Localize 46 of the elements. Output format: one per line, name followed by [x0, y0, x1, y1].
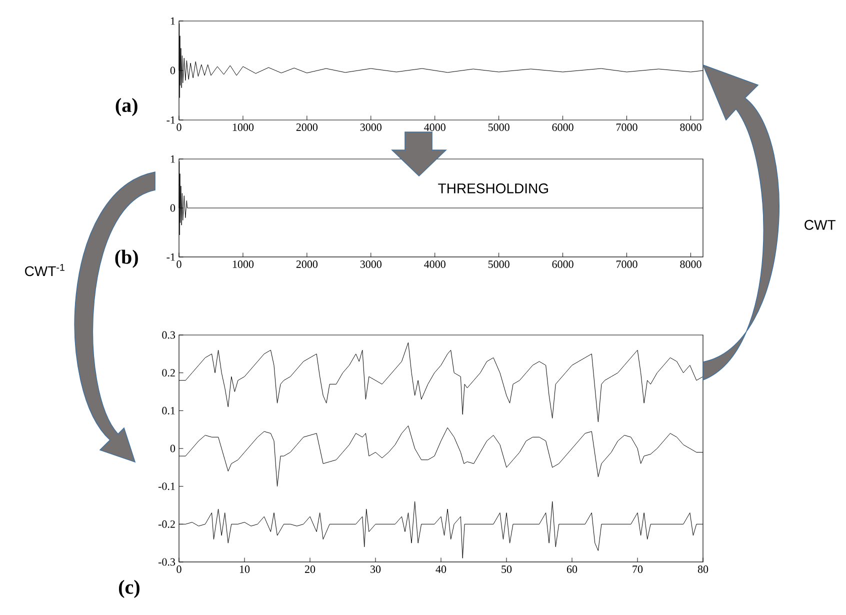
y-tick-label: -0.2: [158, 520, 175, 528]
x-tick-label: 20: [304, 566, 316, 573]
y-tick-label: 0.2: [162, 369, 175, 377]
x-tick-label: 2000: [296, 124, 318, 131]
x-tick-label: 50: [502, 566, 512, 573]
x-tick-label: 6000: [552, 124, 574, 131]
x-tick-label: 8000: [680, 124, 702, 131]
x-tick-label: 8000: [680, 260, 702, 268]
text: CWT: [804, 220, 836, 230]
x-tick-label: 5000: [488, 260, 510, 268]
x-tick-label: 10: [240, 566, 250, 573]
y-tick-label: -0.1: [158, 482, 175, 490]
x-tick-label: 1000: [232, 260, 254, 268]
y-tick-label: 0.3: [162, 331, 176, 339]
x-tick-label: 70: [632, 566, 643, 573]
x-tick-label: 4000: [424, 260, 446, 268]
x-tick-label: 5000: [488, 124, 510, 131]
text: CWT$^{-1}$: [25, 264, 64, 276]
x-tick-label: 0: [176, 260, 182, 268]
x-tick-label: 30: [370, 566, 381, 573]
y-tick-label: -1: [166, 253, 175, 261]
y-tick-label: 1: [170, 17, 175, 25]
x-tick-label: 2000: [296, 260, 318, 268]
x-tick-label: 3000: [360, 124, 382, 131]
x-tick-label: 0: [176, 566, 182, 573]
x-tick-label: 3000: [360, 260, 382, 268]
y-tick-label: -0.3: [158, 558, 176, 566]
annotation: THRESHOLDING: [438, 183, 548, 194]
text: (a): [116, 98, 138, 116]
y-tick-label: 0.1: [162, 406, 175, 414]
x-tick-label: 80: [698, 566, 708, 573]
y-tick-label: 0: [170, 66, 176, 74]
x-tick-label: 1000: [232, 124, 254, 131]
x-tick-label: 40: [436, 566, 446, 573]
x-tick-label: 7000: [616, 124, 638, 131]
y-tick-label: 1: [170, 155, 175, 163]
x-tick-label: 4000: [424, 124, 446, 131]
x-tick-label: 7000: [616, 260, 638, 268]
y-tick-label: -1: [166, 116, 175, 124]
x-tick-label: 60: [566, 566, 578, 573]
y-tick-label: 0: [170, 204, 176, 212]
x-tick-label: 0: [176, 124, 182, 131]
text: (c): [119, 580, 140, 598]
y-tick-label: 0: [170, 444, 176, 452]
x-tick-label: 6000: [552, 260, 574, 268]
text: (b): [115, 250, 138, 268]
